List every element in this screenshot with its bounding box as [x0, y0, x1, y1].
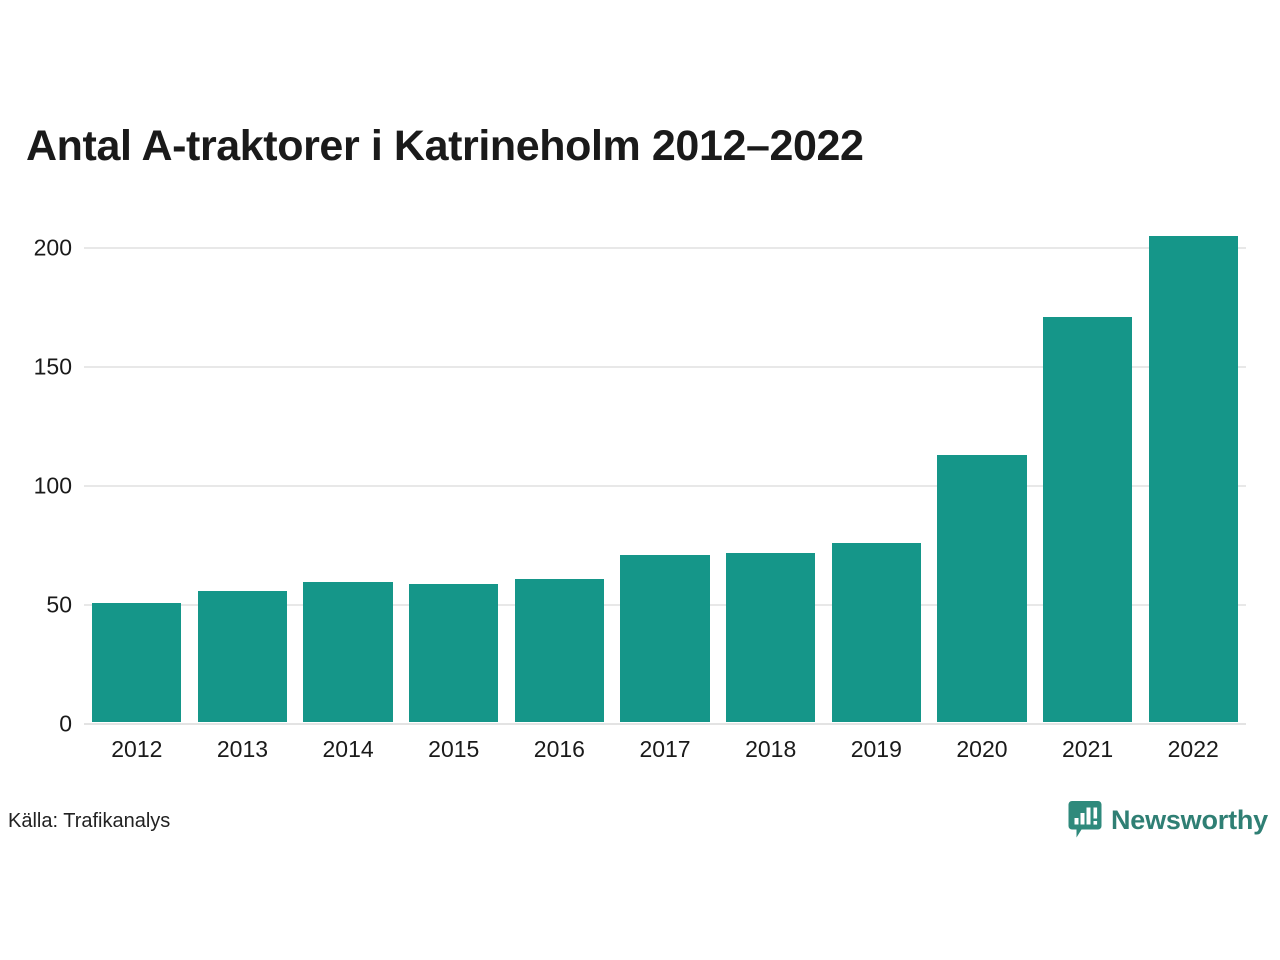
axis-baseline: [84, 723, 1246, 725]
bar-2022[interactable]: [1148, 236, 1238, 722]
x-axis-tick-label: 2013: [216, 736, 269, 762]
gridline: [84, 246, 1246, 249]
brand-name-label: Newsworthy: [1110, 804, 1268, 835]
gridline: [84, 484, 1246, 487]
brand-logo: Newsworthy: [1068, 800, 1268, 840]
bar-slot: [1035, 224, 1141, 722]
x-axis-tick-label: 2018: [745, 736, 797, 762]
bar-2018[interactable]: [726, 552, 816, 722]
bar-slot: [718, 224, 824, 722]
bar-slot: [84, 224, 190, 722]
x-axis-tick-label: 2022: [1167, 736, 1219, 762]
bar-slot: [507, 224, 613, 722]
x-axis-tick-label: 2016: [533, 736, 585, 762]
bar-slot: [1140, 224, 1246, 722]
y-axis-tick-label: 50: [46, 591, 72, 618]
bar-slot: [190, 224, 296, 722]
x-axis-tick-label: 2017: [639, 736, 691, 762]
x-axis-tick-label: 2015: [428, 736, 480, 762]
bar-series: [84, 224, 1246, 722]
bar-2012[interactable]: [92, 602, 182, 722]
x-axis-tick-label: 2020: [956, 736, 1008, 762]
bar-slot: [823, 224, 929, 722]
x-axis-tick-label: 2012: [111, 736, 163, 762]
x-axis-tick-label: 2021: [1062, 736, 1114, 762]
bar-slot: [929, 224, 1035, 722]
bar-2015[interactable]: [409, 583, 499, 722]
y-axis-tick-label: 150: [33, 353, 72, 380]
gridline: [84, 365, 1246, 368]
bar-2019[interactable]: [831, 543, 921, 722]
y-axis-tick-label: 100: [33, 472, 72, 499]
bar-2013[interactable]: [197, 591, 288, 722]
y-axis-tick-label: 200: [33, 234, 72, 261]
plot-area: 0 50 100 150 200: [0, 224, 1280, 737]
bar-2020[interactable]: [937, 455, 1027, 722]
x-axis-tick-label: 2019: [850, 736, 902, 762]
bar-2021[interactable]: [1042, 317, 1133, 722]
x-axis-tick-label: 2014: [322, 736, 374, 762]
bar-2017[interactable]: [620, 555, 710, 722]
newsworthy-logo-icon: [1068, 801, 1102, 838]
page-title: Antal A-traktorer i Katrineholm 2012–202…: [26, 122, 864, 170]
bar-slot: [612, 224, 718, 722]
y-axis: 0 50 100 150 200: [0, 224, 84, 736]
x-axis: 2012 2013 2014 2015 2016 2017 2018 2019 2020 2021…: [84, 736, 1246, 763]
source-note: Källa: Trafikanalys: [8, 810, 171, 832]
bar-2014[interactable]: [303, 581, 393, 722]
y-axis-tick-label: 0: [59, 710, 72, 737]
bar-2016[interactable]: [514, 579, 605, 722]
bar-slot: [295, 224, 401, 722]
bar-slot: [401, 224, 507, 722]
